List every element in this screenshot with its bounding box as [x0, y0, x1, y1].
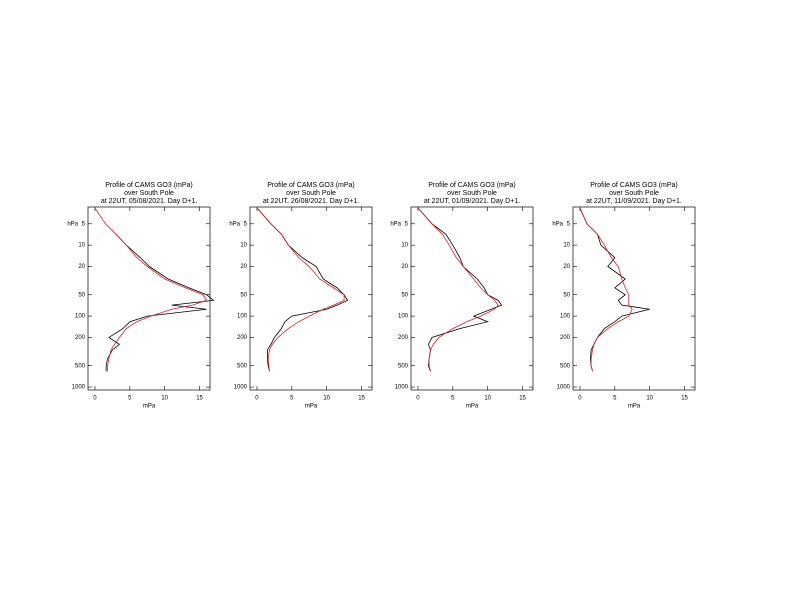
profile-line	[579, 207, 633, 372]
y-tick-label: 5	[567, 221, 571, 227]
x-tick-label: 10	[161, 396, 168, 402]
x-tick-label: 5	[613, 396, 617, 402]
y-axis-label: hPa	[229, 221, 240, 227]
y-tick-label: 20	[563, 264, 570, 270]
x-tick-label: 5	[290, 396, 294, 402]
x-tick-label: 15	[519, 396, 526, 402]
x-tick-label: 5	[128, 396, 132, 402]
y-tick-label: 50	[240, 292, 247, 298]
y-tick-label: 10	[563, 243, 570, 249]
profile-line	[579, 207, 650, 372]
x-tick-label: 10	[323, 396, 330, 402]
x-tick-label: 15	[681, 396, 688, 402]
y-tick-label: 10	[78, 243, 85, 249]
chart-subtitle: at 22UT, 01/09/2021. Day D+1.	[424, 198, 520, 205]
y-tick-label: 1000	[234, 385, 248, 391]
y-tick-label: 50	[563, 292, 570, 298]
y-tick-label: 100	[237, 314, 248, 320]
y-tick-label: 1000	[395, 385, 409, 391]
x-axis-label: mPa	[466, 404, 479, 410]
y-tick-label: 20	[240, 264, 247, 270]
x-tick-label: 15	[196, 396, 203, 402]
profile-line	[94, 207, 208, 372]
chart-subtitle: at 22UT, 11/09/2021. Day D+1.	[586, 198, 682, 205]
chart-subtitle: at 22UT, 26/08/2021. Day D+1.	[263, 198, 359, 205]
x-axis-label: mPa	[628, 404, 641, 410]
chart-subtitle: at 22UT, 05/08/2021. Day D+1.	[101, 198, 197, 205]
y-tick-label: 1000	[557, 385, 571, 391]
plot-frame	[87, 206, 211, 391]
x-axis-label: mPa	[143, 404, 156, 410]
y-tick-label: 200	[75, 335, 86, 341]
x-tick-label: 0	[255, 396, 259, 402]
x-tick-label: 15	[358, 396, 365, 402]
y-tick-label: 200	[398, 335, 409, 341]
y-axis-label: hPa	[552, 221, 563, 227]
y-tick-label: 500	[398, 363, 409, 369]
profile-line	[417, 207, 503, 372]
plot-frame	[572, 206, 696, 391]
x-tick-label: 0	[416, 396, 420, 402]
y-tick-label: 500	[75, 363, 86, 369]
y-tick-label: 50	[78, 292, 85, 298]
chart-title: Profile of CAMS GO3 (mPa)	[267, 182, 355, 189]
chart-title: Profile of CAMS GO3 (mPa)	[105, 182, 193, 189]
profile-line	[256, 207, 349, 372]
profile-line	[105, 233, 215, 372]
y-tick-label: 500	[560, 363, 571, 369]
chart-title: Profile of CAMS GO3 (mPa)	[428, 182, 516, 189]
x-tick-label: 5	[451, 396, 455, 402]
y-tick-label: 100	[75, 314, 86, 320]
y-tick-label: 5	[244, 221, 248, 227]
plot-frame	[410, 206, 534, 391]
profile-line	[417, 207, 499, 372]
y-tick-label: 200	[237, 335, 248, 341]
y-tick-label: 5	[82, 221, 86, 227]
y-tick-label: 1000	[72, 385, 86, 391]
y-tick-label: 20	[78, 264, 85, 270]
chart-subtitle: over South Pole	[286, 190, 336, 197]
y-axis-label: hPa	[67, 221, 78, 227]
y-tick-label: 100	[398, 314, 409, 320]
y-axis-label: hPa	[390, 221, 401, 227]
y-tick-label: 500	[237, 363, 248, 369]
x-tick-label: 10	[484, 396, 491, 402]
chart-subtitle: over South Pole	[447, 190, 497, 197]
chart-title: Profile of CAMS GO3 (mPa)	[590, 182, 678, 189]
plot-frame	[249, 206, 373, 391]
y-tick-label: 20	[401, 264, 408, 270]
profile-line	[256, 207, 345, 372]
y-tick-label: 10	[240, 243, 247, 249]
y-tick-label: 10	[401, 243, 408, 249]
y-tick-label: 100	[560, 314, 571, 320]
y-tick-label: 50	[401, 292, 408, 298]
x-tick-label: 10	[646, 396, 653, 402]
y-tick-label: 200	[560, 335, 571, 341]
chart-subtitle: over South Pole	[609, 190, 659, 197]
x-axis-label: mPa	[305, 404, 318, 410]
y-tick-label: 5	[405, 221, 409, 227]
x-tick-label: 0	[578, 396, 582, 402]
chart-subtitle: over South Pole	[124, 190, 174, 197]
x-tick-label: 0	[93, 396, 97, 402]
